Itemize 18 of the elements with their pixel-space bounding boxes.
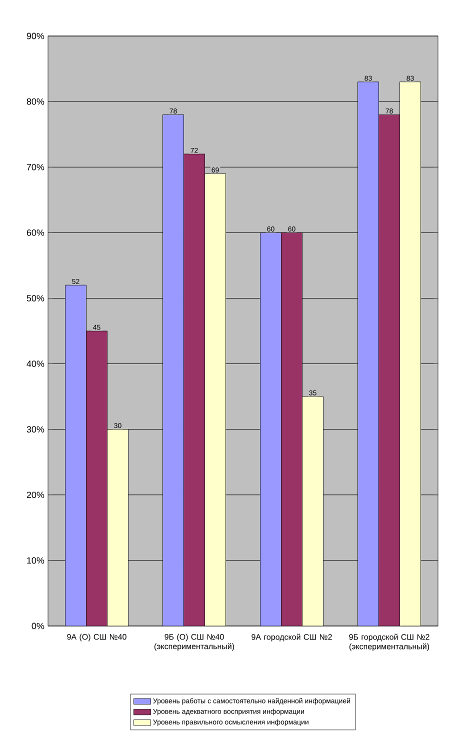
bar: [260, 232, 282, 626]
x-tick-label: 9А (О) СШ №40: [67, 634, 126, 642]
y-tick-label: 30%: [26, 426, 44, 433]
y-tick-label: 60%: [26, 229, 44, 236]
y-tick-label: 80%: [26, 98, 44, 105]
y-tick-label: 70%: [26, 164, 44, 170]
y-tick-label: 90%: [26, 32, 44, 40]
y-tick-label: 50%: [26, 295, 44, 302]
bar: [65, 284, 86, 626]
y-tick-label: 40%: [26, 360, 44, 367]
bar: [358, 82, 379, 626]
y-tick-label: 0%: [32, 622, 44, 630]
x-tick-label: 9Б городской СШ №2 (экспериментальный): [349, 634, 430, 651]
y-tick-label: 10%: [27, 557, 44, 564]
x-tick-label: 9Б (О) СШ №40 (экспериментальный): [154, 634, 234, 651]
x-tick-label: 9А городской СШ №2: [252, 634, 332, 642]
y-tick-label: 20%: [26, 492, 44, 498]
bar: [162, 114, 184, 626]
